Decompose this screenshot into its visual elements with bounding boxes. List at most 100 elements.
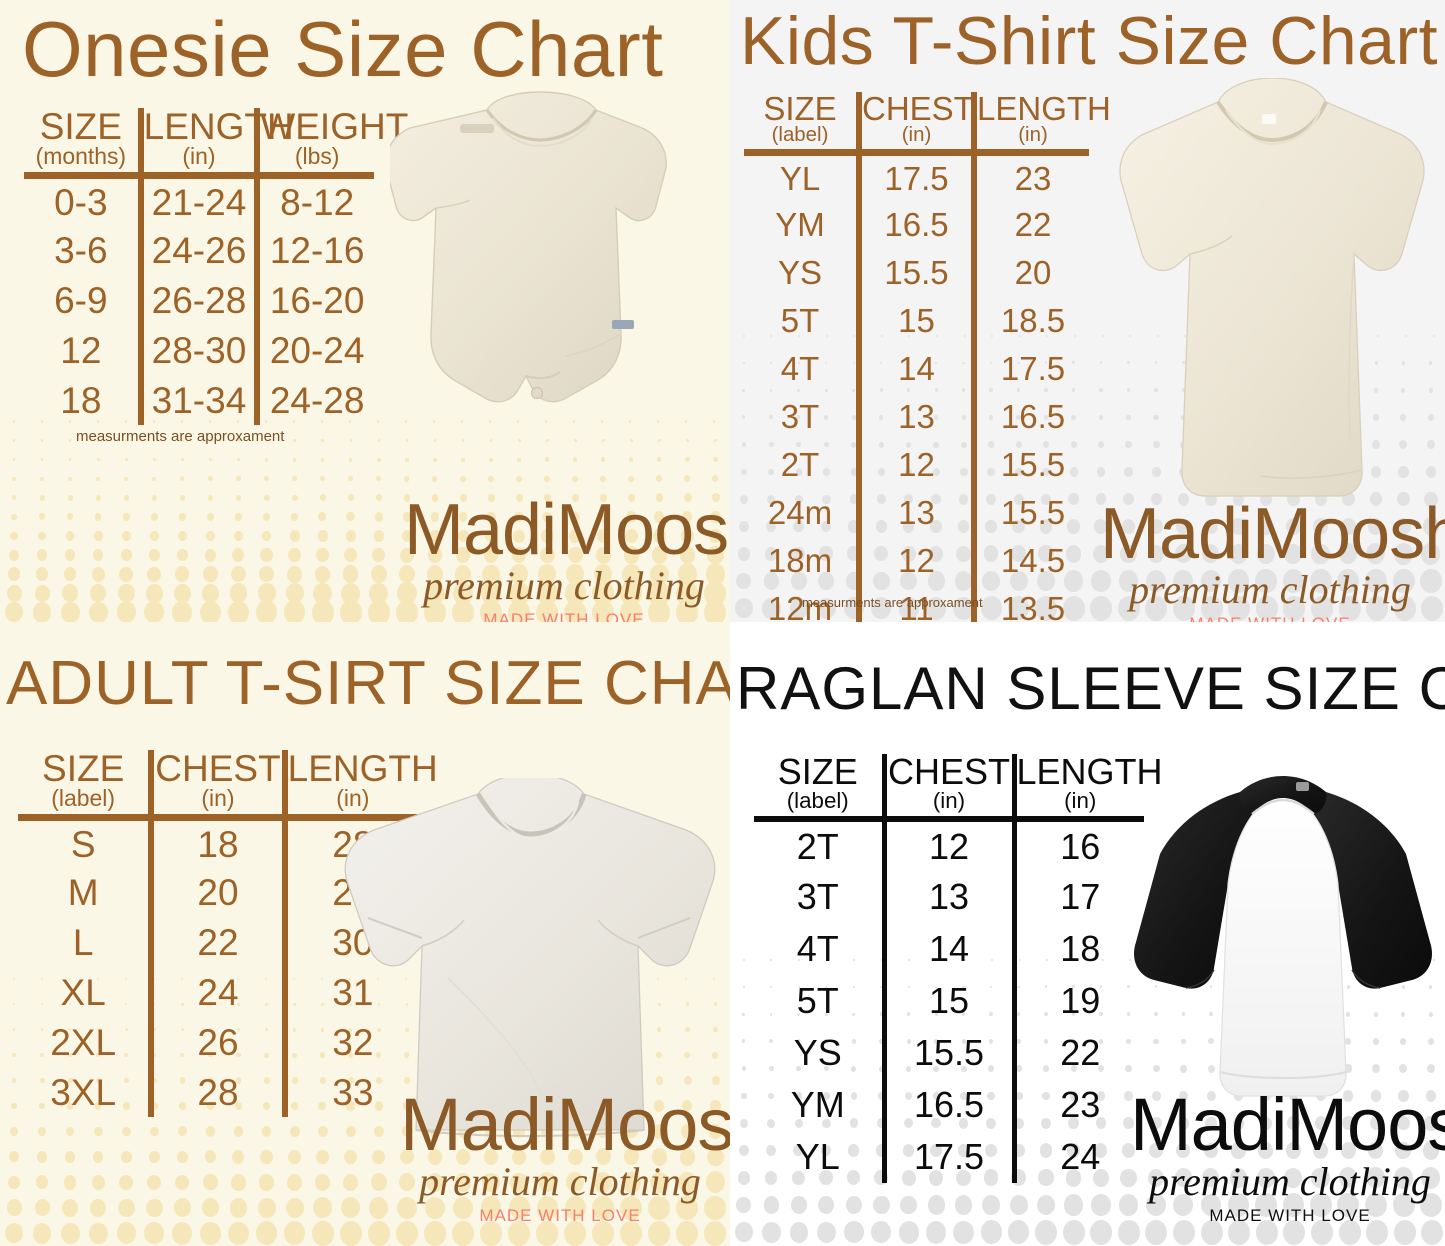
table-row: 2T 12 15.5	[744, 440, 1089, 489]
dot	[713, 438, 718, 443]
dot	[228, 1221, 250, 1245]
dot	[712, 475, 719, 483]
dot	[233, 530, 244, 542]
dot	[1101, 334, 1104, 337]
dot	[88, 601, 108, 622]
dot	[256, 600, 278, 622]
dot	[283, 600, 306, 622]
dot	[149, 531, 159, 541]
table-cell: 3XL	[50, 1071, 117, 1113]
column-header: LENGTH (in)	[137, 106, 294, 179]
onesie-title: Onesie Size Chart	[22, 5, 664, 93]
dot	[320, 476, 325, 482]
dot	[742, 1039, 746, 1044]
table-row: 12m 11 13.5	[744, 584, 1089, 622]
table-row: 5T 15 18.5	[744, 296, 1089, 345]
dot	[341, 582, 361, 604]
adult-tshirt-image	[338, 778, 720, 1138]
table-row: YL 17.5 24	[754, 1131, 1144, 1184]
table-cell: 26-28	[137, 275, 258, 326]
dot	[120, 549, 132, 562]
table-cell: 13.5	[971, 584, 1089, 622]
dot	[118, 1198, 135, 1217]
column-header-sub: (in)	[201, 785, 235, 811]
table-cell: 13	[856, 488, 974, 537]
table-cell: 24-28	[254, 375, 374, 426]
logo-wordmark: MadiMoosh	[1130, 1083, 1445, 1166]
table-cell: 5T	[796, 980, 839, 1022]
column-header: SIZE (label)	[744, 92, 859, 157]
table-cell: 11	[856, 584, 974, 622]
kids-tshirt-image	[1110, 78, 1430, 498]
table-cell: 8-12	[254, 175, 374, 226]
table-cell: 20	[148, 867, 285, 918]
dot	[739, 1118, 748, 1128]
dot	[1098, 414, 1104, 421]
dot	[11, 495, 17, 501]
table-cell: 17.5	[881, 1131, 1014, 1184]
dot	[293, 439, 296, 443]
dot	[6, 1199, 22, 1217]
dot	[11, 1077, 17, 1084]
dot	[572, 475, 579, 482]
dot	[261, 530, 272, 542]
dot	[260, 1150, 273, 1164]
dot	[232, 1150, 245, 1164]
dot	[177, 530, 187, 542]
dot	[1009, 1194, 1028, 1216]
dot	[13, 420, 15, 423]
dot	[207, 494, 214, 501]
dot	[95, 495, 101, 501]
dot	[287, 1173, 303, 1191]
dot	[118, 584, 135, 603]
column-header-sub: (in)	[901, 123, 932, 146]
column-header-main: SIZE	[777, 751, 858, 792]
dot	[9, 1151, 19, 1163]
dot	[62, 1199, 79, 1217]
table-cell: 14.5	[971, 536, 1089, 585]
table-row: 18 31-34 24-28	[24, 375, 374, 426]
table-cell: 3-6	[54, 229, 108, 271]
dot	[713, 420, 715, 423]
table-cell: 18.5	[971, 296, 1089, 345]
table-cell: 32	[281, 1017, 418, 1068]
dot	[63, 566, 77, 582]
dot	[12, 458, 16, 462]
dot	[122, 531, 131, 541]
dot	[116, 1222, 137, 1245]
dot	[345, 530, 357, 542]
dot	[713, 457, 718, 463]
dot	[738, 1144, 749, 1156]
table-cell: 13	[881, 871, 1014, 924]
dot	[146, 1198, 163, 1218]
table-cell: 16.5	[856, 200, 974, 249]
dot	[7, 1175, 21, 1190]
dot	[734, 1222, 753, 1243]
table-row: 4T 14 17.5	[744, 344, 1089, 393]
dot	[122, 1126, 131, 1137]
dot	[316, 548, 329, 563]
dot	[9, 549, 19, 561]
dot	[152, 476, 157, 482]
table-cell: 31	[281, 967, 418, 1018]
dot	[367, 600, 390, 622]
table-cell: 22	[1011, 1027, 1144, 1080]
dot	[147, 566, 161, 582]
dot	[13, 439, 16, 442]
column-header-sub: (lbs)	[294, 143, 340, 169]
dot	[375, 494, 383, 502]
column-header: WEIGHT (lbs)	[254, 108, 408, 179]
table-cell: 4T	[796, 928, 839, 970]
column-header-main: LENGTH	[143, 106, 294, 147]
dot	[372, 547, 386, 563]
table-cell: YM	[775, 206, 825, 244]
dot	[373, 530, 385, 542]
panel-kids: Kids T-Shirt Size Chart SIZE (label) CHEST…	[730, 0, 1445, 622]
dot	[290, 512, 299, 522]
dot	[204, 1150, 217, 1164]
table-row: 3T 13 16.5	[744, 392, 1089, 441]
dot	[90, 1198, 107, 1217]
dot	[13, 1002, 16, 1006]
dot	[283, 1221, 306, 1246]
table-cell: 12-16	[254, 225, 374, 276]
